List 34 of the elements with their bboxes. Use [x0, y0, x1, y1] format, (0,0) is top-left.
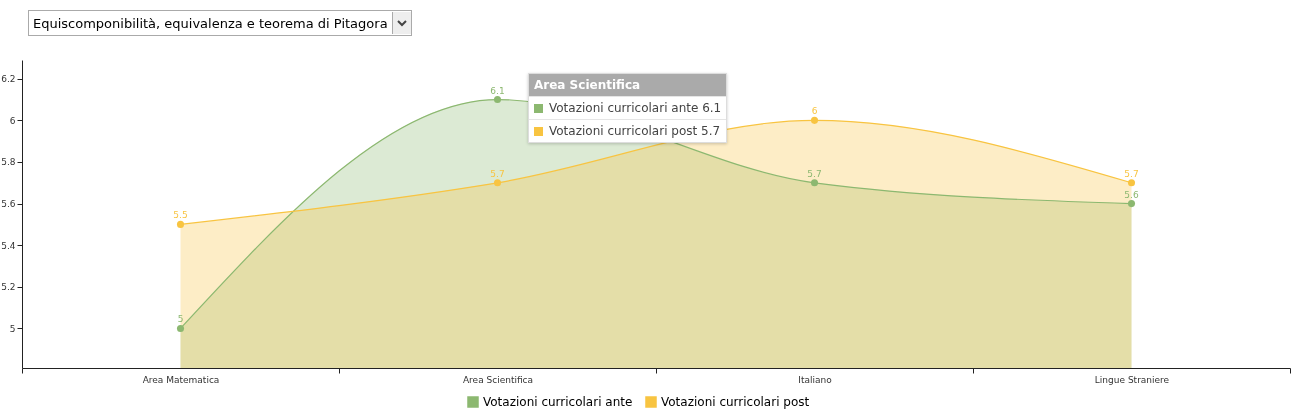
- data-label: 5.7: [490, 168, 505, 179]
- annotation: Area Scientifica: [529, 74, 727, 96]
- tooltip-box: Area Scientifica Votazioni curricolari ante 6.1 Votazioni curricolari post 5.7: [528, 73, 728, 143]
- point: [1127, 179, 1136, 187]
- point: [810, 116, 819, 124]
- y-tick-label: 5.6: [1, 199, 16, 210]
- y-tick-label: 6.2: [1, 74, 16, 85]
- point: [176, 324, 185, 332]
- legend-label: Votazioni curricolari post: [661, 395, 810, 409]
- chart-title: Equiscomponibilità, equivalenza e teorema di Pitagora: [32, 15, 389, 31]
- data-label: 6.1: [490, 85, 505, 96]
- y-tick-label: 5: [9, 323, 16, 334]
- data-label: 5: [177, 314, 184, 325]
- x-tick-label: Italiano: [798, 374, 833, 385]
- data-label: 5.7: [807, 168, 822, 179]
- point: [493, 96, 502, 104]
- point: [176, 220, 185, 228]
- data-label: 6: [811, 106, 818, 117]
- y-tick-label: 5.8: [1, 157, 16, 168]
- x-tick-label: Lingue Straniere: [1094, 374, 1170, 385]
- annotation: Votazioni curricolari post 5.7: [549, 124, 721, 138]
- annotation: Votazioni curricolari ante 6.1: [549, 101, 722, 115]
- data-label: 5.5: [173, 210, 188, 221]
- data-label: 5.6: [1124, 189, 1139, 200]
- y-tick-label: 6: [9, 115, 16, 126]
- y-tick-label: 5.4: [1, 240, 16, 251]
- y-tick-label: 5.2: [1, 282, 16, 293]
- data-label: 5.7: [1124, 168, 1139, 179]
- point: [810, 179, 819, 187]
- x-tick-label: Area Scientifica: [462, 374, 534, 385]
- point: [493, 179, 502, 187]
- legend-label: Votazioni curricolari ante: [483, 395, 633, 409]
- point: [1127, 200, 1136, 208]
- x-tick-label: Area Matematica: [142, 374, 220, 385]
